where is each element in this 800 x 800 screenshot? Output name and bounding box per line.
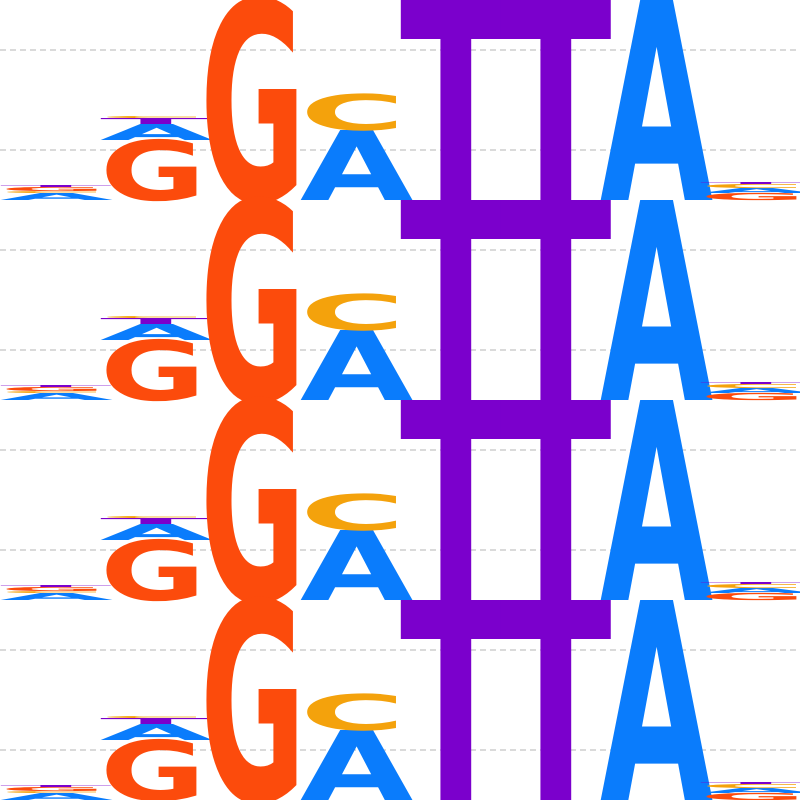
logo-column-4: AC <box>300 85 413 223</box>
logo-column-3: G <box>200 545 306 800</box>
letter-t-pos-1: T <box>0 384 112 387</box>
logo-column-4: AC <box>300 685 413 800</box>
letter-c-pos-2: C <box>100 115 205 118</box>
letter-g-pos-3: G <box>200 545 306 800</box>
letter-c-pos-4: C <box>300 485 405 542</box>
letter-c-pos-2: C <box>100 515 205 518</box>
letter-t-pos-1: T <box>0 184 112 187</box>
logo-column-1: ACGT <box>0 384 113 402</box>
letter-t-pos-1: T <box>0 784 112 787</box>
logo-column-5: T <box>400 546 512 800</box>
logo-column-8: GACT <box>700 181 800 202</box>
letter-t-pos-8: T <box>700 181 800 184</box>
letter-t-pos-8: T <box>700 781 800 784</box>
letter-t-pos-1: T <box>0 584 112 587</box>
logo-column-7: A <box>600 545 713 800</box>
logo-column-4: AC <box>300 485 413 623</box>
letter-t-pos-8: T <box>700 581 800 584</box>
letter-t-pos-6: T <box>500 546 612 800</box>
letter-c-pos-2: C <box>100 715 205 718</box>
logo-column-4: AC <box>300 285 413 423</box>
letter-c-pos-2: C <box>100 315 205 318</box>
letter-t-pos-8: T <box>700 381 800 384</box>
letter-c-pos-4: C <box>300 85 405 142</box>
letter-t-pos-5: T <box>400 546 512 800</box>
letter-a-pos-7: A <box>600 545 713 800</box>
letter-c-pos-4: C <box>300 685 405 742</box>
logo-column-6: T <box>500 546 612 800</box>
letter-c-pos-4: C <box>300 285 405 342</box>
